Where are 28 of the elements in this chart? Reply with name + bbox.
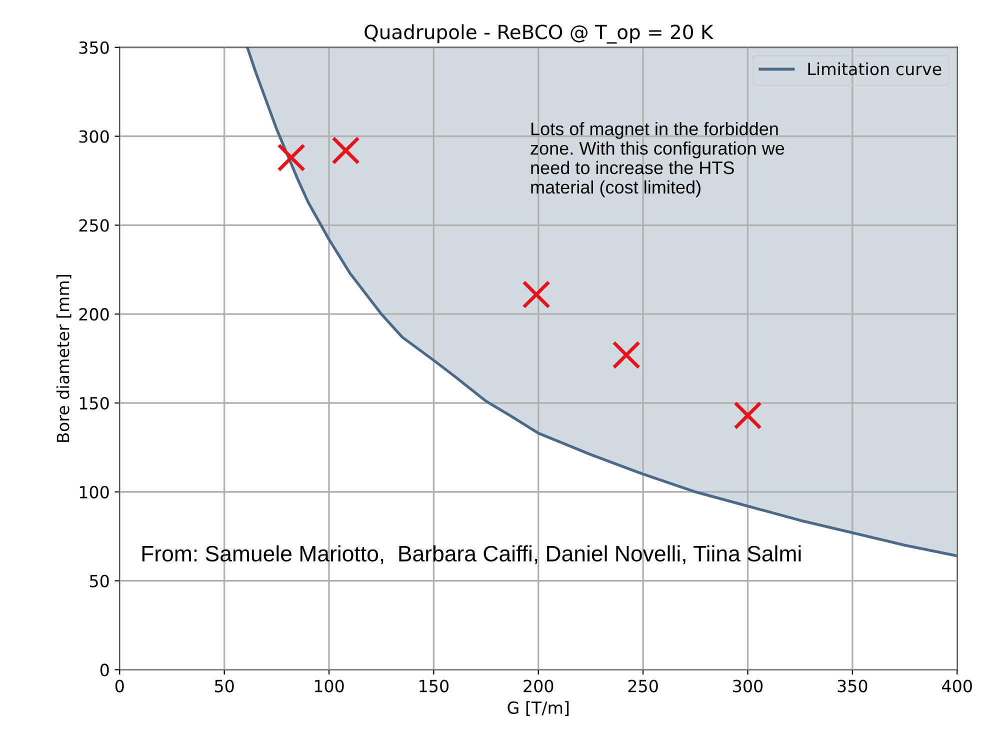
y-tick-label: 200 bbox=[79, 308, 109, 321]
x-axis-title: G [T/m] bbox=[508, 701, 569, 716]
point bbox=[332, 136, 360, 165]
y-tick-label: 150 bbox=[80, 396, 109, 410]
y-tick-label: 50 bbox=[90, 574, 109, 588]
x-tick-label: 300 bbox=[733, 680, 763, 692]
x-tick-label: 150 bbox=[420, 680, 448, 692]
y-axis-title: Bore diameter [mm] bbox=[56, 274, 72, 442]
annotation: Lots of magnet in the forbidden zone. With this configuration we need to increase the HTS material (cost limited) bbox=[530, 122, 784, 198]
x-tick-label: 100 bbox=[314, 680, 344, 692]
x-tick-label: 400 bbox=[942, 680, 972, 692]
legend-label: Limitation curve bbox=[808, 62, 942, 76]
y-tick-label: 300 bbox=[79, 130, 109, 143]
x-tick-label: 50 bbox=[215, 680, 234, 692]
chart-title: Quadrupole - ReBCO @ T_op = 20 K bbox=[364, 24, 714, 44]
x-tick-label: 250 bbox=[628, 680, 658, 692]
point bbox=[522, 280, 550, 309]
x-tick-label: 200 bbox=[524, 680, 554, 692]
x-tick-label: 0 bbox=[115, 680, 124, 692]
point bbox=[277, 143, 306, 172]
y-tick-label: 0 bbox=[100, 664, 109, 676]
point bbox=[734, 401, 762, 430]
y-tick-label: 250 bbox=[79, 219, 109, 232]
y-tick-label: 100 bbox=[80, 486, 109, 498]
x-tick-label: 350 bbox=[838, 680, 868, 692]
y-tick-label: 350 bbox=[79, 41, 109, 54]
annotation: From: Samuele Mariotto, Barbara Caiffi, Daniel Novelli, Tiina Salmi bbox=[142, 545, 801, 564]
point bbox=[612, 340, 640, 370]
